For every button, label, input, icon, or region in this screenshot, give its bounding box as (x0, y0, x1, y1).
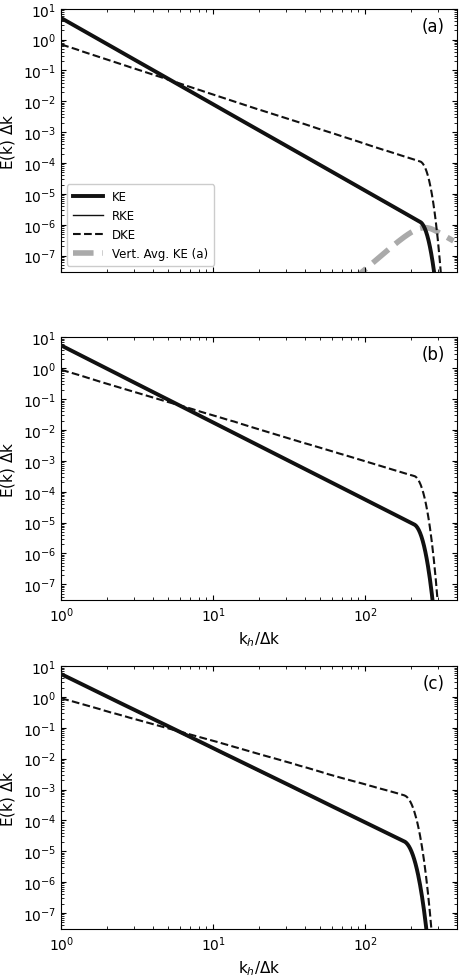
Text: (c): (c) (423, 674, 445, 692)
Y-axis label: E(k) $\Delta$k: E(k) $\Delta$k (0, 112, 17, 169)
Text: (b): (b) (422, 346, 445, 364)
Y-axis label: E(k) $\Delta$k: E(k) $\Delta$k (0, 441, 17, 498)
Y-axis label: E(k) $\Delta$k: E(k) $\Delta$k (0, 770, 17, 826)
X-axis label: k$_h$/$\Delta$k: k$_h$/$\Delta$k (238, 630, 280, 648)
Legend: KE, RKE, DKE, Vert. Avg. KE (a): KE, RKE, DKE, Vert. Avg. KE (a) (67, 185, 214, 267)
X-axis label: k$_h$/$\Delta$k: k$_h$/$\Delta$k (238, 958, 280, 977)
Text: (a): (a) (422, 18, 445, 35)
